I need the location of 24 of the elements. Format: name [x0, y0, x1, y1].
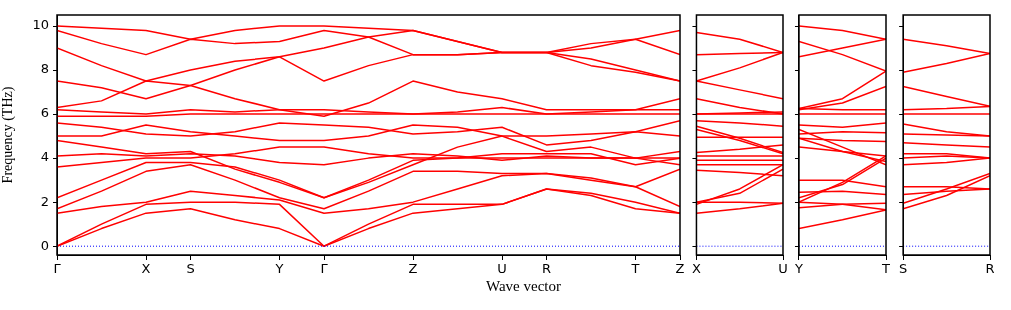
x-tick-label: Z	[408, 261, 418, 277]
y-tick-label: 4	[40, 149, 49, 165]
x-tick-label: T	[630, 261, 640, 277]
y-tick-label: 2	[40, 193, 49, 209]
y-tick-label: 8	[40, 61, 49, 77]
y-axis-title: Frequency (THz)	[0, 86, 17, 184]
x-axis-title: Wave vector	[485, 278, 562, 295]
x-tick-label: U	[497, 261, 507, 277]
x-tick-label: Γ	[320, 261, 329, 277]
x-tick-label: X	[692, 261, 701, 277]
x-tick-label: Y	[793, 261, 803, 277]
x-tick-label: Y	[274, 261, 284, 277]
x-tick-label: S	[898, 261, 908, 277]
x-tick-label: R	[985, 261, 995, 277]
y-tick-label: 6	[40, 105, 49, 121]
x-tick-label: R	[541, 261, 552, 277]
y-tick-label: 10	[32, 17, 49, 33]
x-tick-label: Γ	[53, 261, 62, 277]
x-tick-label: X	[141, 261, 151, 277]
x-tick-label: Z	[675, 261, 685, 277]
x-tick-label: S	[186, 261, 195, 277]
x-tick-label: T	[881, 261, 891, 277]
x-tick-label: U	[778, 261, 788, 277]
y-tick-label: 0	[40, 237, 49, 253]
